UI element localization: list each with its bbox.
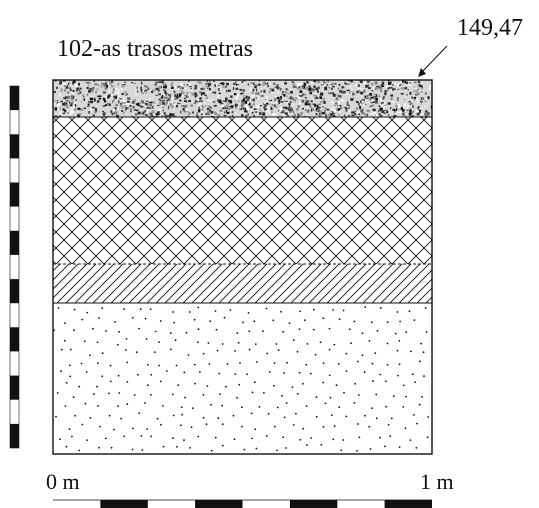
dotted-layer (53, 303, 432, 454)
diagonal-hatch-layer (53, 264, 432, 303)
crosshatch-layer (53, 117, 432, 264)
section-title: 102-as trasos metras (57, 36, 253, 62)
elevation-arrow (418, 45, 448, 77)
layer-boundaries (53, 116, 432, 304)
vertical-scale-bar (9, 85, 20, 449)
horizontal-scale-bar (53, 499, 432, 508)
scale-end-label: 1 m (420, 469, 454, 494)
top-speckled-layer (53, 80, 432, 117)
elevation-label: 149,47 (457, 15, 523, 41)
scale-start-label: 0 m (46, 469, 80, 494)
profile-frame (52, 79, 433, 455)
